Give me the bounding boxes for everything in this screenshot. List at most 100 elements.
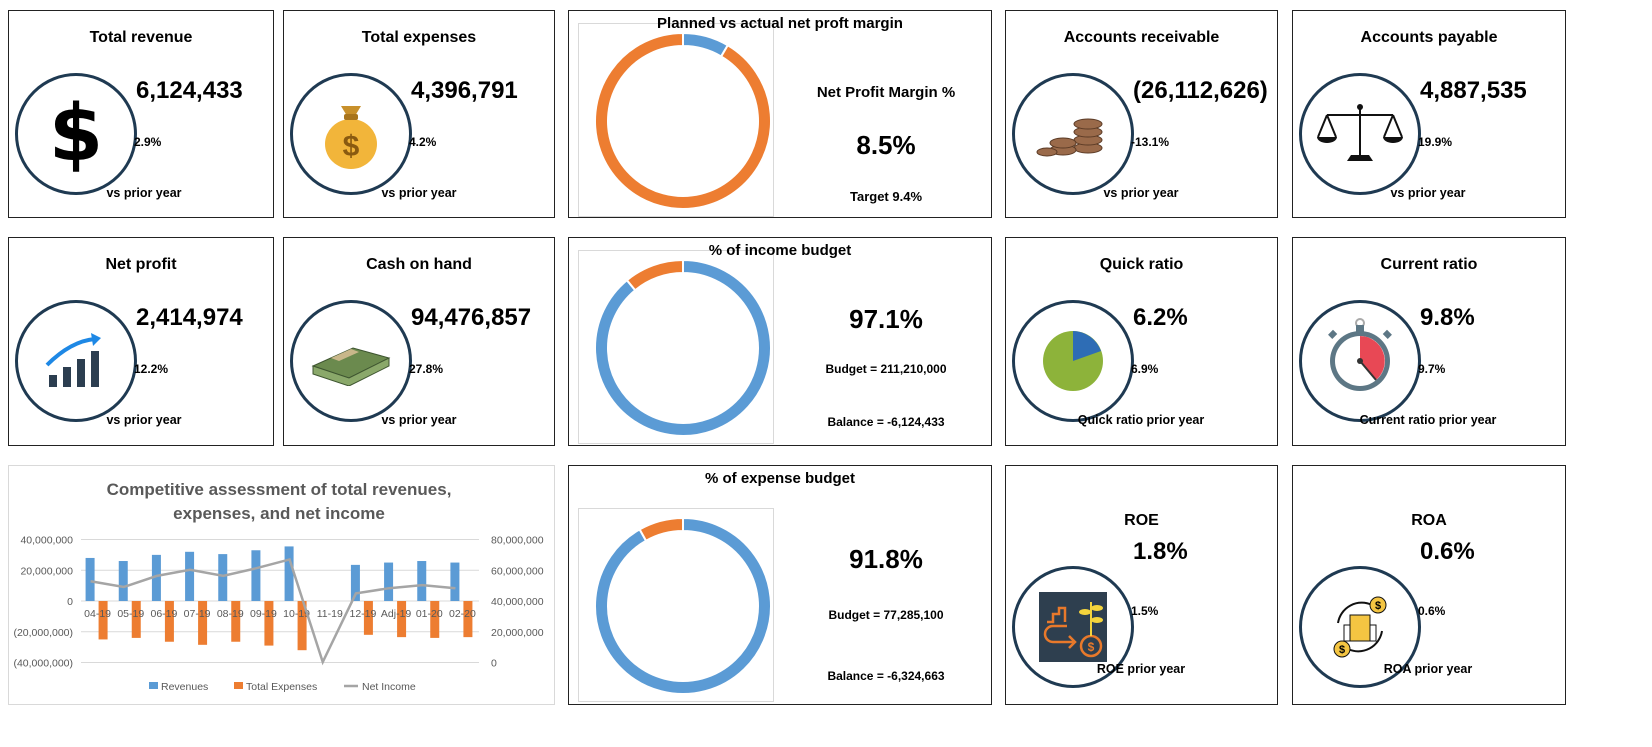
donut-text-1: Budget = 77,285,100 — [828, 608, 944, 622]
svg-text:$: $ — [1339, 644, 1345, 656]
svg-text:$: $ — [343, 130, 360, 163]
kpi-title: Total revenue — [89, 29, 193, 46]
x-tick: 05-19 — [117, 608, 144, 620]
kpi-footer: Current ratio prior year — [1359, 413, 1497, 427]
x-tick: 07-19 — [184, 608, 211, 620]
donut-text-1: Budget = 211,210,000 — [825, 362, 947, 376]
money-bag-icon: $ — [290, 73, 412, 195]
kpi-value: (26,112,626) — [1133, 77, 1268, 104]
kpi-title: Accounts payable — [1360, 29, 1498, 46]
legend-swatch — [234, 682, 243, 689]
bar-revenue — [417, 561, 427, 601]
bar-expense — [463, 601, 473, 638]
kpi-footer: ROA prior year — [1383, 662, 1473, 676]
y-right-tick: 20,000,000 — [491, 627, 544, 639]
coins-stack-icon — [1012, 73, 1134, 195]
kpi-title: Total expenses — [361, 29, 477, 46]
bar-expense — [297, 601, 307, 651]
bar-expense — [397, 601, 407, 638]
donut-card-expense-budget: % of expense budget 91.8% Budget = 77,285,… — [568, 465, 992, 705]
donut-title: % of expense budget — [704, 470, 856, 487]
kpi-card-total-expenses: Total expenses $ 4,396,791 4.2% vs prior… — [283, 10, 555, 218]
kpi-change: 27.8% — [409, 362, 444, 376]
bar-revenue — [185, 551, 195, 601]
donut-text-0: Net Profit Margin % — [816, 84, 956, 101]
kpi-card-accounts-payable: Accounts payable 4,887,535 19.9% vs prio… — [1292, 10, 1566, 218]
donut-title: % of income budget — [708, 242, 852, 259]
kpi-title: Current ratio — [1380, 256, 1478, 273]
growth-bars-icon — [15, 300, 137, 422]
legend-label: Revenues — [161, 681, 208, 693]
pie-chart-icon — [1012, 300, 1134, 422]
y-right-tick: 40,000,000 — [491, 596, 544, 608]
y-right-tick: 60,000,000 — [491, 565, 544, 577]
bar-expense — [164, 601, 174, 642]
kpi-change: 12.2% — [134, 362, 169, 376]
x-tick: 12-19 — [349, 608, 376, 620]
investment-growth-icon: $ — [1012, 566, 1134, 688]
bar-revenue — [118, 561, 128, 601]
kpi-change: 6.9% — [1131, 362, 1159, 376]
kpi-footer: vs prior year — [1390, 186, 1466, 200]
kpi-title: ROA — [1411, 512, 1447, 529]
donut-chart-frame — [578, 250, 774, 444]
kpi-card-cash-on-hand: Cash on hand 94,476,857 27.8% vs prior y… — [283, 237, 555, 446]
kpi-footer: vs prior year — [106, 186, 182, 200]
donut-slice — [625, 258, 684, 292]
donut-text-1: 8.5% — [856, 130, 916, 160]
legend-label: Total Expenses — [246, 681, 317, 693]
donut-slice — [594, 258, 772, 437]
svg-text:$: $ — [1088, 640, 1095, 654]
y-right-tick: 80,000,000 — [491, 535, 544, 547]
svg-text:$: $ — [1375, 600, 1381, 612]
donut-card-income-budget: % of income budget 97.1% Budget = 211,210,… — [568, 237, 992, 446]
legend-swatch — [149, 682, 158, 689]
kpi-value: 4,887,535 — [1420, 77, 1527, 104]
kpi-change: 9.7% — [1418, 362, 1446, 376]
bar-revenue — [384, 562, 394, 601]
kpi-value: 94,476,857 — [411, 304, 532, 331]
kpi-title: Accounts receivable — [1063, 29, 1220, 46]
bar-revenue — [450, 562, 460, 601]
donut-title: Planned vs actual net proft margin — [657, 15, 903, 32]
chart-title: Competitive assessment of total revenues… — [106, 480, 452, 523]
x-tick: 04-19 — [84, 608, 111, 620]
bar-expense — [430, 601, 440, 638]
donut-slice — [594, 31, 772, 210]
kpi-value: 0.6% — [1420, 538, 1475, 565]
kpi-title: Cash on hand — [366, 256, 472, 273]
y-left-tick: (40,000,000) — [13, 658, 73, 670]
bar-revenue — [284, 546, 294, 601]
bar-expense — [131, 601, 141, 638]
bar-revenue — [350, 564, 360, 601]
kpi-title: ROE — [1124, 512, 1159, 529]
kpi-change: 1.5% — [1131, 604, 1159, 618]
x-tick: 09-19 — [250, 608, 277, 620]
revenue-expense-chart: Competitive assessment of total revenues… — [8, 465, 555, 705]
kpi-footer: vs prior year — [381, 413, 457, 427]
y-left-tick: 40,000,000 — [20, 535, 73, 547]
dollar-sign-icon: $ — [15, 73, 137, 195]
kpi-value: 2,414,974 — [136, 304, 243, 331]
line-net-income — [90, 557, 456, 666]
kpi-card-net-profit: Net profit 2,414,974 12.2% vs prior year — [8, 237, 274, 446]
donut-text-0: 97.1% — [849, 304, 923, 334]
donut-chart-frame — [578, 23, 774, 217]
kpi-title: Net profit — [105, 256, 177, 273]
bar-revenue — [251, 550, 261, 601]
kpi-value: 4,396,791 — [411, 77, 518, 104]
kpi-value: 1.8% — [1133, 538, 1188, 565]
kpi-footer: ROE prior year — [1096, 662, 1186, 676]
x-tick: 08-19 — [217, 608, 244, 620]
bar-revenue — [85, 557, 95, 601]
kpi-value: 9.8% — [1420, 304, 1475, 331]
x-tick: Adj-19 — [381, 608, 412, 620]
y-left-tick: (20,000,000) — [13, 627, 73, 639]
kpi-card-roa: ROA $ $ 0.6% 0.6% ROA prior year — [1292, 465, 1566, 705]
kpi-change: 19.9% — [1418, 135, 1453, 149]
kpi-footer: vs prior year — [381, 186, 457, 200]
kpi-card-accounts-receivable: Accounts receivable (26,112,626) -13.1% … — [1005, 10, 1278, 218]
y-left-tick: 0 — [67, 596, 73, 608]
kpi-footer: vs prior year — [106, 413, 182, 427]
bar-revenue — [151, 554, 161, 601]
